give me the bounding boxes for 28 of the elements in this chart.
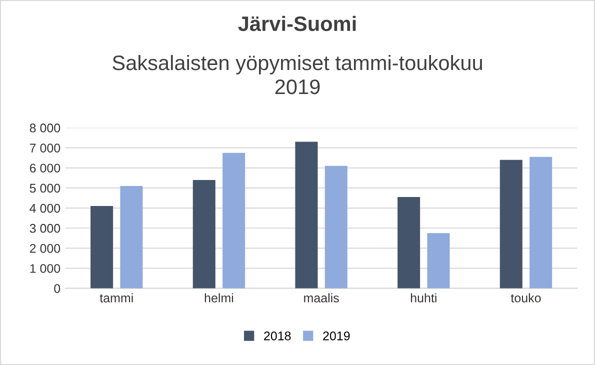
chart-title: Järvi-Suomi [238,16,356,32]
y-tick-label: 8 000 [30,124,60,132]
legend-label: 2019 [323,331,350,340]
y-tick-label: 7 000 [30,144,60,152]
bar [120,186,143,288]
x-tick-label: helmi [204,293,234,302]
chart-subtitle: Saksalaisten yöpymiset tammi-toukokuu 2019 [112,54,482,94]
legend-label: 2018 [264,331,291,340]
x-tick-label: huhti [410,293,436,302]
x-tick-label: maalis [304,293,339,302]
y-tick-label: 0 [54,284,60,293]
bar [192,180,216,288]
bar [222,152,246,288]
x-tick-label: touko [510,293,541,302]
y-tick-label: 1 000 [30,264,60,273]
y-tick-label: 6 000 [30,164,60,173]
y-tick-label: 2 000 [30,244,60,253]
bar [90,206,114,288]
y-tick-label: 3 000 [30,224,60,233]
y-tick-label: 5 000 [30,184,60,193]
y-tick-label: 4 000 [30,204,60,213]
bar [427,233,450,288]
bar [295,142,318,288]
x-tick-label: tammi [100,293,133,302]
bar [530,156,552,288]
bar [398,197,420,288]
bar [324,166,348,288]
bar [500,160,522,288]
